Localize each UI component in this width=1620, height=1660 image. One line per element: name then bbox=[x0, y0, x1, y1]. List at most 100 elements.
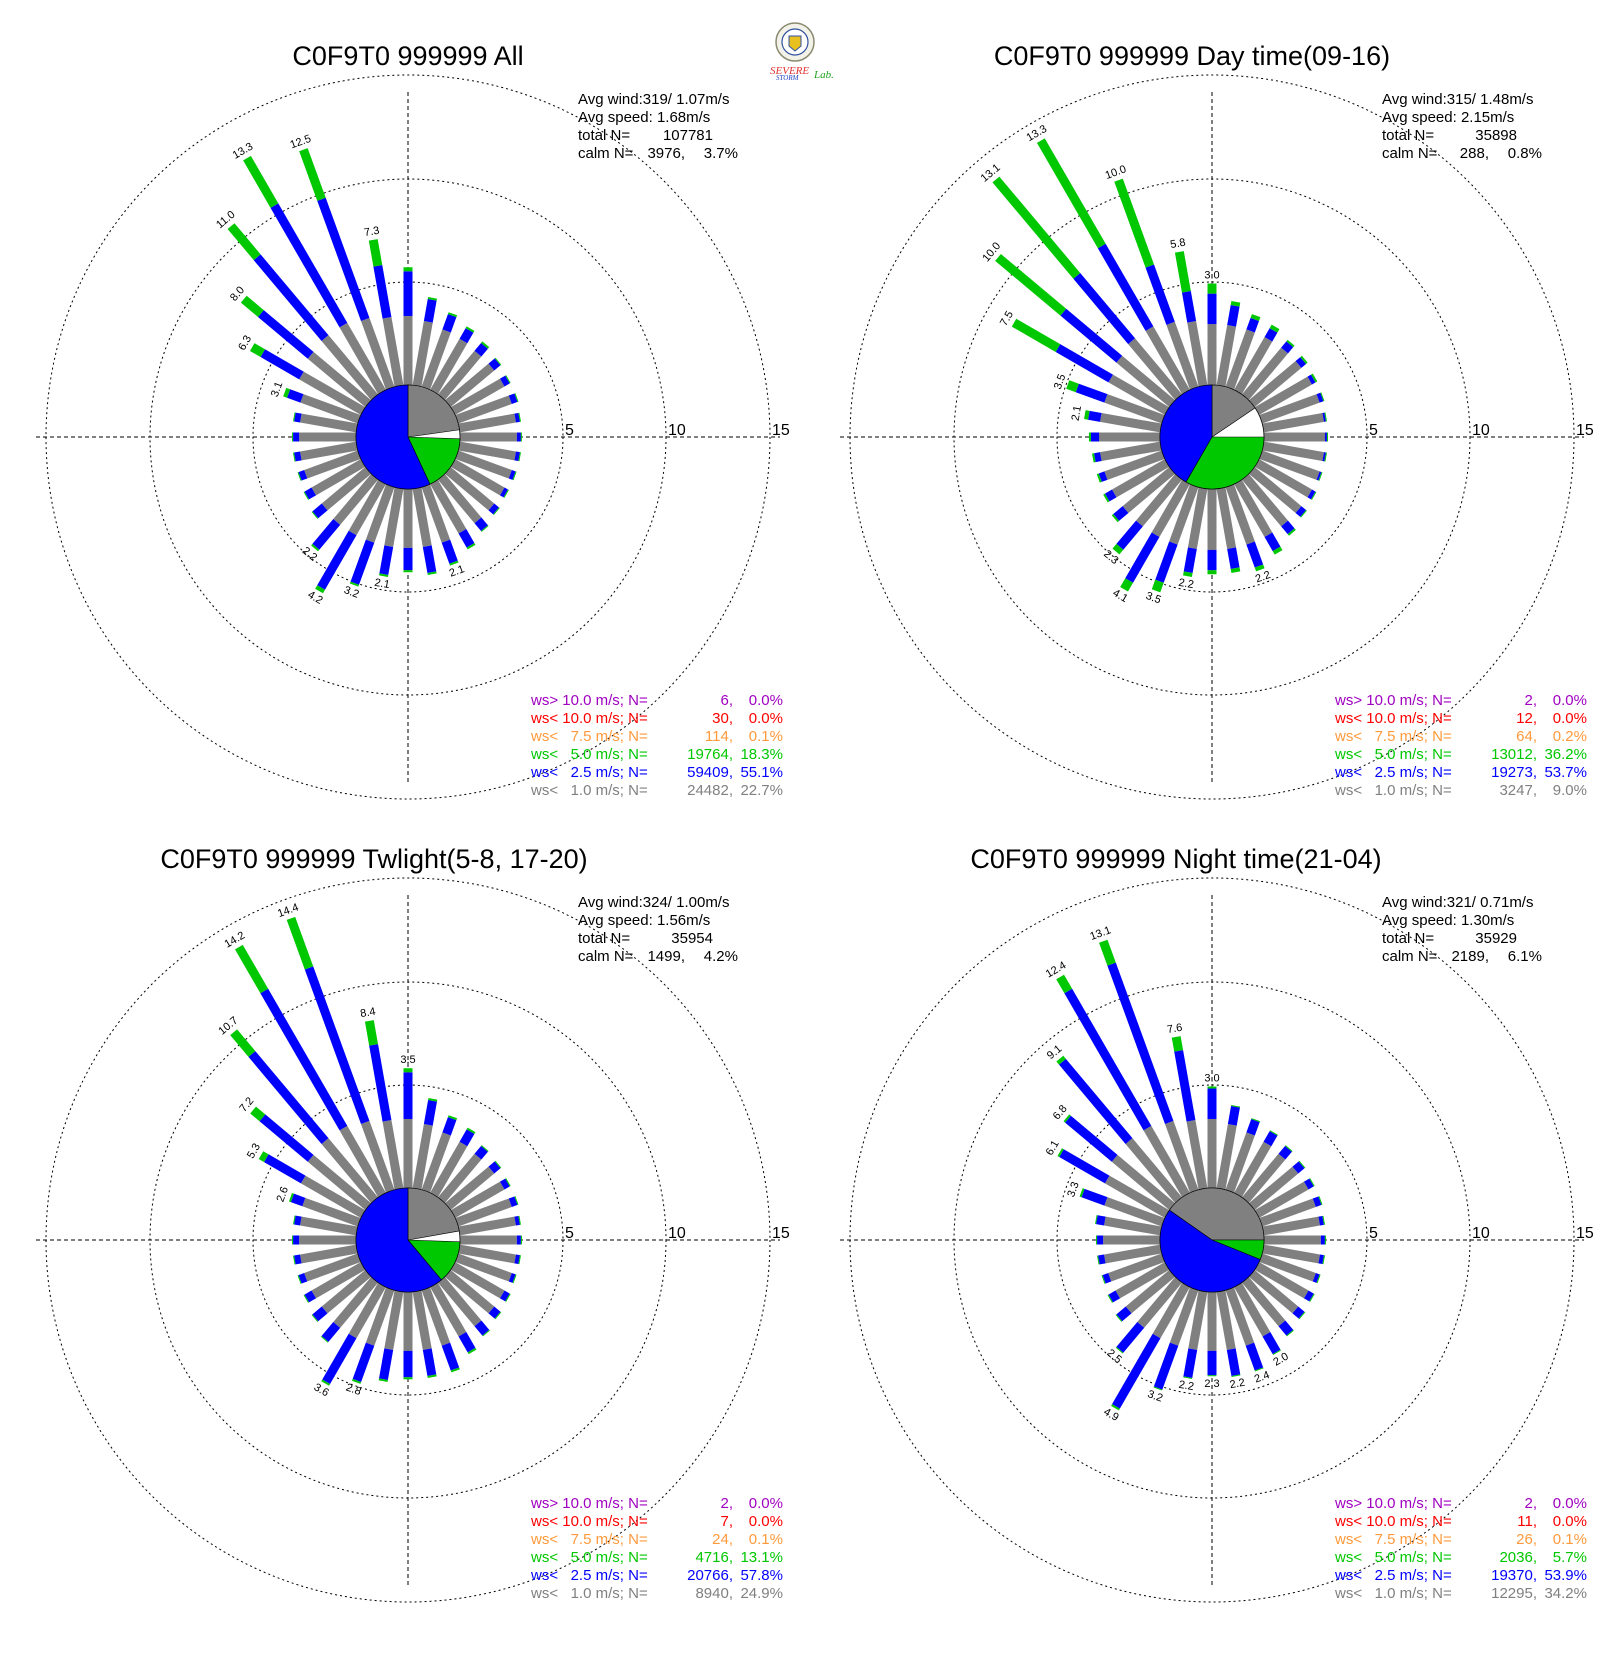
rose-bar bbox=[1097, 1244, 1162, 1265]
bar-segment-low-class bbox=[1312, 1272, 1320, 1283]
bar-segment-low-class bbox=[403, 1072, 413, 1119]
pie-slice bbox=[1159, 384, 1213, 483]
bar-segment-mid-class bbox=[1207, 1375, 1217, 1377]
bar-segment-mid-class bbox=[320, 1336, 329, 1343]
bar-segment-calm-class bbox=[304, 450, 361, 479]
bar-segment-calm-class bbox=[1234, 1282, 1271, 1337]
bar-value-label: 13.1 bbox=[1088, 924, 1112, 943]
bar-segment-low-class bbox=[508, 1196, 518, 1208]
bar-segment-mid-class bbox=[1112, 543, 1124, 555]
bar-segment-low-class bbox=[1097, 1235, 1104, 1245]
bar-segment-mid-class bbox=[1324, 452, 1327, 462]
bar-segment-low-class bbox=[500, 487, 509, 498]
bar-segment-mid-class bbox=[518, 452, 521, 462]
bar-segment-low-class bbox=[294, 451, 302, 462]
bar-segment-calm-class bbox=[1125, 1269, 1176, 1314]
bar-segment-mid-class bbox=[349, 581, 360, 587]
legend-class-label: ws< 10.0 m/s; N= bbox=[1334, 710, 1452, 727]
bar-segment-calm-class bbox=[1137, 1276, 1183, 1328]
bar-segment-mid-class bbox=[481, 1145, 489, 1152]
bar-segment-mid-class bbox=[1171, 1036, 1184, 1052]
bar-segment-low-class bbox=[293, 1235, 300, 1245]
bar-segment-mid-class bbox=[1326, 432, 1328, 442]
bar-segment-calm-class bbox=[1207, 489, 1217, 550]
rose-bar bbox=[286, 916, 395, 1193]
bar-segment-mid-class bbox=[258, 1151, 269, 1163]
legend-class-label: ws< 5.0 m/s; N= bbox=[1334, 1549, 1452, 1566]
legend-class-label: ws< 5.0 m/s; N= bbox=[530, 1549, 648, 1566]
rose-bar bbox=[403, 489, 413, 573]
bar-segment-mid-class bbox=[428, 1098, 438, 1102]
bar-segment-calm-class bbox=[421, 1132, 451, 1193]
bar-segment-mid-class bbox=[505, 1293, 511, 1302]
bar-value-label: 3.1 bbox=[269, 380, 286, 398]
bar-segment-calm-class bbox=[1225, 1132, 1255, 1193]
rose-title: C0F9T0 999999 Night time(21-04) bbox=[970, 844, 1381, 874]
bar-value-label: 3.0 bbox=[1204, 269, 1219, 281]
legend-class-count: 2, bbox=[1524, 1495, 1537, 1512]
rose-bar bbox=[430, 479, 476, 550]
stat-avg-wind: Avg wind:324/ 1.00m/s bbox=[578, 894, 729, 911]
rose-bar bbox=[1216, 301, 1241, 387]
legend-class-label: ws< 2.5 m/s; N= bbox=[530, 1567, 648, 1584]
bar-segment-mid-class bbox=[297, 472, 302, 481]
legend-class-count: 7, bbox=[720, 1513, 733, 1530]
bar-segment-low-class bbox=[298, 1272, 308, 1284]
bar-segment-calm-class bbox=[333, 473, 379, 525]
bar-segment-low-class bbox=[1097, 243, 1154, 331]
legend-class-count: 19273, bbox=[1491, 764, 1537, 781]
rose-title: C0F9T0 999999 Twlight(5-8, 17-20) bbox=[160, 844, 587, 874]
rose-bar bbox=[364, 1020, 404, 1190]
bar-segment-calm-class bbox=[307, 1154, 372, 1211]
rose-bar bbox=[1183, 487, 1208, 577]
rose-bar bbox=[1114, 178, 1199, 390]
stat-calm-value: 2189, bbox=[1451, 948, 1489, 965]
bar-segment-mid-class bbox=[293, 412, 296, 422]
rose-bar bbox=[1096, 1235, 1161, 1245]
bar-segment-calm-class bbox=[1104, 394, 1165, 424]
bar-segment-calm-class bbox=[300, 394, 361, 424]
bar-segment-mid-class bbox=[1056, 1055, 1066, 1065]
legend-class-pct: 0.0% bbox=[1553, 692, 1587, 709]
rose-bar bbox=[297, 450, 361, 481]
pie-slice bbox=[1185, 436, 1265, 490]
bar-segment-calm-class bbox=[430, 1141, 468, 1198]
bar-segment-calm-class bbox=[1259, 1198, 1316, 1227]
bar-segment-calm-class bbox=[299, 371, 366, 415]
rose-bar bbox=[1063, 1114, 1176, 1211]
bar-segment-low-class bbox=[422, 1348, 437, 1376]
bar-segment-low-class bbox=[1181, 291, 1197, 323]
rose-bar bbox=[403, 1292, 413, 1380]
bar-segment-low-class bbox=[508, 469, 516, 480]
grid-ring bbox=[45, 74, 771, 800]
bar-segment-calm-class bbox=[1151, 479, 1190, 538]
legend-class-count: 24, bbox=[712, 1531, 733, 1548]
rose-bar bbox=[297, 1253, 361, 1284]
rose-bar bbox=[1259, 450, 1323, 481]
bar-segment-mid-class bbox=[230, 1029, 256, 1057]
legend-class-pct: 0.0% bbox=[1553, 1513, 1587, 1530]
bar-segment-low-class bbox=[294, 412, 302, 423]
bar-segment-mid-class bbox=[518, 412, 521, 422]
rose-bar bbox=[455, 1196, 519, 1227]
bar-segment-calm-class bbox=[321, 335, 379, 401]
bar-segment-mid-class bbox=[427, 297, 437, 301]
legend-class-pct: 0.0% bbox=[749, 692, 783, 709]
bar-segment-low-class bbox=[1320, 1235, 1325, 1245]
bar-segment-calm-class bbox=[1216, 325, 1237, 387]
bar-segment-low-class bbox=[1281, 341, 1294, 354]
bar-segment-mid-class bbox=[1298, 1160, 1306, 1169]
legend-class-label: ws< 10.0 m/s; N= bbox=[530, 710, 648, 727]
bar-segment-calm-class bbox=[412, 321, 433, 387]
bar-segment-mid-class bbox=[351, 1378, 362, 1384]
center-pie bbox=[355, 384, 461, 490]
legend-class-count: 11, bbox=[1517, 1513, 1537, 1530]
bar-segment-mid-class bbox=[1251, 1118, 1261, 1123]
bar-segment-low-class bbox=[321, 1322, 341, 1342]
rose-bar bbox=[1262, 412, 1327, 433]
bar-segment-mid-class bbox=[465, 326, 475, 333]
bar-segment-calm-class bbox=[444, 1166, 495, 1211]
bar-segment-low-class bbox=[260, 988, 348, 1131]
bar-segment-low-class bbox=[514, 451, 520, 462]
stat-total-label: total N= bbox=[1382, 127, 1434, 144]
